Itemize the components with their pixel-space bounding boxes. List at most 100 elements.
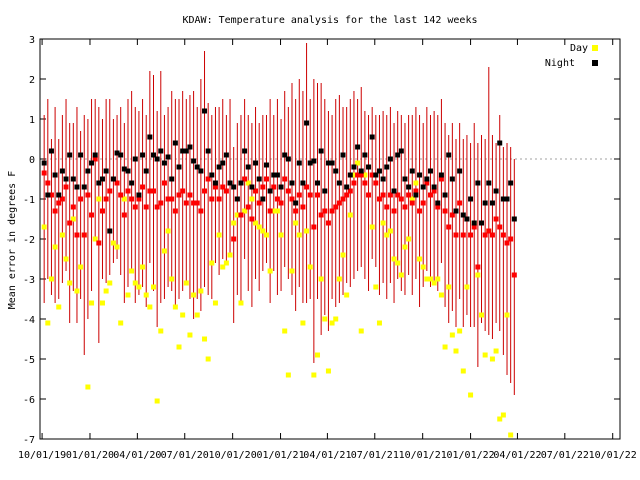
mean-point xyxy=(504,240,510,246)
night-point xyxy=(479,220,485,226)
mean-point xyxy=(165,196,171,202)
day-point xyxy=(398,272,404,278)
mean-point xyxy=(329,208,335,214)
day-point xyxy=(52,244,58,250)
night-point xyxy=(253,160,259,166)
day-point xyxy=(431,280,437,286)
night-point xyxy=(191,158,197,164)
night-point xyxy=(464,216,470,222)
night-point xyxy=(336,180,342,186)
night-point xyxy=(296,160,302,166)
day-point xyxy=(457,328,463,334)
x-tick-label: 10/01/20 xyxy=(209,450,257,461)
night-point xyxy=(475,180,481,186)
day-point xyxy=(355,160,361,166)
day-point xyxy=(129,268,135,274)
legend-day-label: Day xyxy=(570,43,588,54)
day-point xyxy=(158,328,164,334)
day-point xyxy=(464,284,470,290)
night-point xyxy=(202,108,208,114)
day-point xyxy=(56,304,62,310)
night-point xyxy=(85,168,91,174)
day-point xyxy=(89,300,95,306)
night-point xyxy=(427,168,433,174)
night-point xyxy=(402,176,408,182)
mean-point xyxy=(267,208,273,214)
night-point xyxy=(315,180,321,186)
day-point xyxy=(231,220,237,226)
night-point xyxy=(271,172,277,178)
day-point xyxy=(318,276,324,282)
day-point xyxy=(285,372,291,378)
night-point xyxy=(369,134,375,140)
mean-point xyxy=(468,232,474,238)
night-point xyxy=(67,152,73,158)
day-point xyxy=(435,276,441,282)
day-point xyxy=(406,236,412,242)
day-point xyxy=(373,284,379,290)
night-point xyxy=(238,180,244,186)
mean-point xyxy=(143,204,149,210)
day-point xyxy=(227,252,233,258)
night-point xyxy=(489,200,495,206)
x-tick-label: 07/01/21 xyxy=(351,450,399,461)
night-point xyxy=(114,150,120,156)
mean-point xyxy=(180,188,186,194)
mean-point xyxy=(460,232,466,238)
day-point xyxy=(143,292,149,298)
mean-point xyxy=(202,188,208,194)
mean-point xyxy=(497,224,503,230)
mean-point xyxy=(351,180,357,186)
night-point xyxy=(311,158,317,164)
mean-point xyxy=(260,184,266,190)
night-point xyxy=(446,152,452,158)
mean-point xyxy=(52,208,58,214)
day-point xyxy=(205,356,211,362)
day-point xyxy=(107,280,113,286)
mean-point xyxy=(194,200,200,206)
mean-point xyxy=(59,196,65,202)
mean-point xyxy=(355,172,361,178)
night-point xyxy=(231,184,237,190)
day-point xyxy=(369,224,375,230)
mean-point xyxy=(223,188,229,194)
day-point xyxy=(315,352,321,358)
night-point xyxy=(289,180,295,186)
night-point xyxy=(136,192,142,198)
day-point xyxy=(198,288,204,294)
mean-point xyxy=(315,192,321,198)
y-tick-label: -3 xyxy=(23,275,35,286)
x-tick-label: 10/01/21 xyxy=(399,450,447,461)
night-point xyxy=(249,184,255,190)
night-point xyxy=(373,172,379,178)
mean-point xyxy=(274,196,280,202)
night-point xyxy=(165,154,171,160)
day-point xyxy=(329,320,335,326)
mean-point xyxy=(92,156,98,162)
day-point xyxy=(479,312,485,318)
night-point xyxy=(129,180,135,186)
day-point xyxy=(187,332,193,338)
night-point xyxy=(81,184,87,190)
mean-point xyxy=(420,200,426,206)
day-point xyxy=(110,240,116,246)
mean-point xyxy=(220,184,226,190)
x-tick-label: 04/01/20 xyxy=(113,450,161,461)
mean-point xyxy=(209,196,215,202)
mean-point xyxy=(493,216,499,222)
mean-point xyxy=(431,188,437,194)
day-point xyxy=(402,244,408,250)
night-point xyxy=(420,184,426,190)
x-tick-label: 01/01/20 xyxy=(66,450,114,461)
day-point xyxy=(271,208,277,214)
night-point xyxy=(486,180,492,186)
mean-point xyxy=(231,236,237,242)
day-point xyxy=(118,320,124,326)
day-point xyxy=(289,268,295,274)
mean-point xyxy=(45,180,51,186)
mean-point xyxy=(296,192,302,198)
day-point xyxy=(380,220,386,226)
day-point xyxy=(41,224,47,230)
day-point xyxy=(417,256,423,262)
